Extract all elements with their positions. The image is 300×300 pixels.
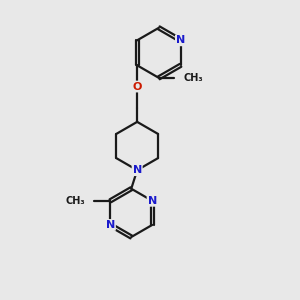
Text: N: N: [148, 196, 157, 206]
Text: N: N: [106, 220, 115, 230]
Text: N: N: [133, 165, 142, 175]
Text: N: N: [176, 35, 185, 45]
Text: CH₃: CH₃: [184, 73, 203, 83]
Text: CH₃: CH₃: [65, 196, 85, 206]
Text: O: O: [133, 82, 142, 92]
